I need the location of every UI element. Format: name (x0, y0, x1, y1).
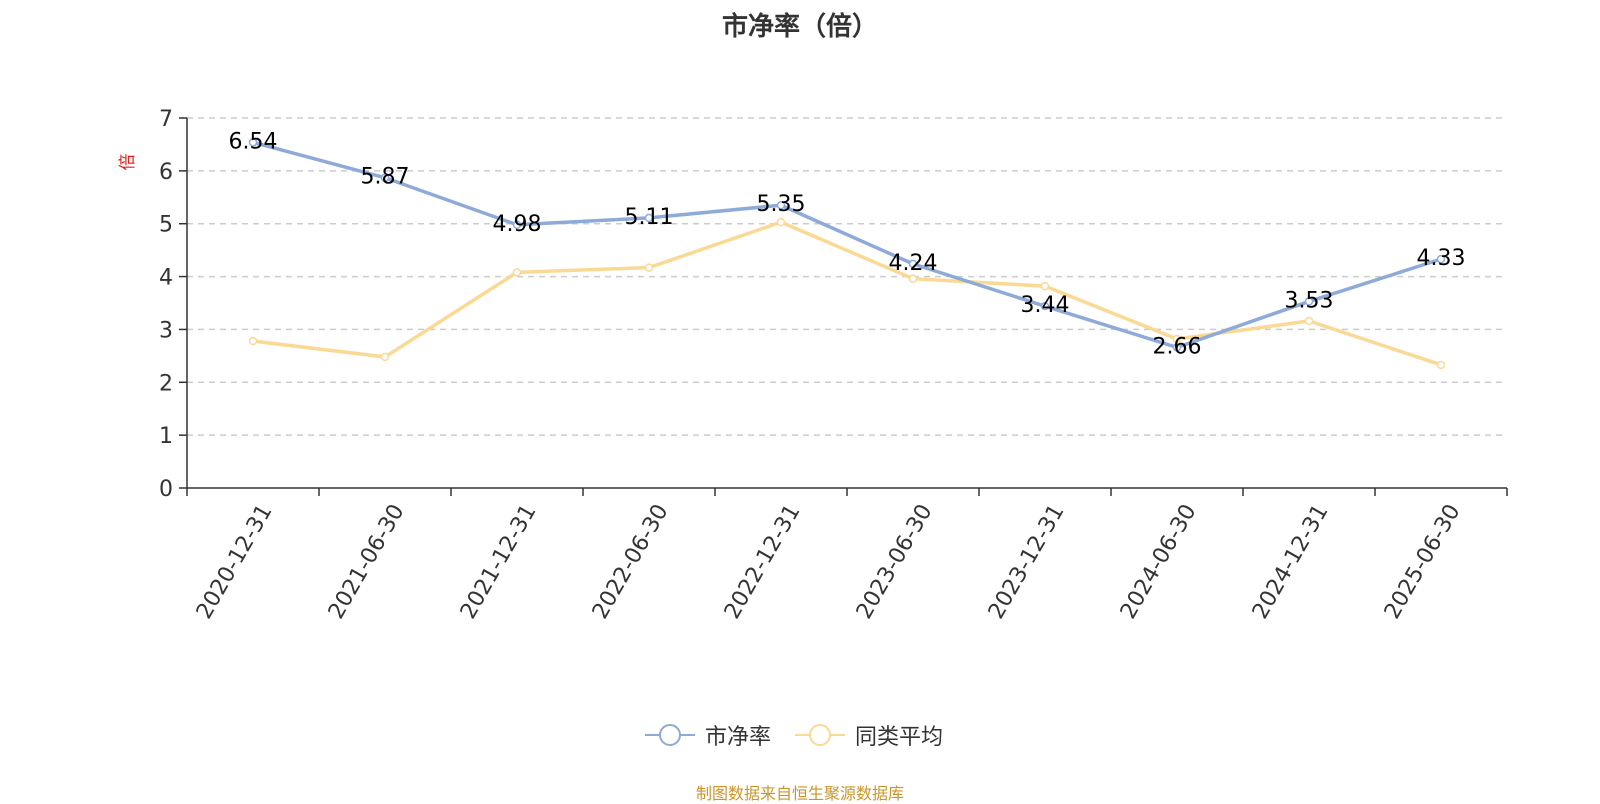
data-point-peer-average (1040, 281, 1050, 291)
data-point-pb-ratio (1304, 297, 1314, 306)
data-point-pb-ratio (1436, 254, 1446, 264)
legend-line-circle-icon (645, 724, 695, 746)
data-point-peer-average (644, 263, 654, 272)
data-label: 3.44 (1021, 293, 1070, 318)
series-lines (248, 138, 1446, 370)
x-tick-label: 2025-06-30 (1380, 500, 1466, 623)
y-tick-label: 1 (159, 424, 173, 449)
data-point-pb-ratio (908, 259, 918, 269)
legend-item-pb-ratio[interactable]: 市净率 (645, 720, 771, 750)
x-tick-label: 2023-06-30 (852, 500, 938, 623)
data-point-peer-average (1304, 316, 1314, 326)
source-note: 制图数据来自恒生聚源数据库 (695, 784, 904, 803)
data-point-pb-ratio (512, 220, 522, 230)
data-point-pb-ratio (644, 213, 654, 223)
legend: 市净率 同类平均 (0, 720, 1600, 760)
x-tick-label: 2022-12-31 (720, 500, 806, 623)
y-axis-unit-label: 倍 (118, 154, 138, 171)
x-tick-label: 2021-12-31 (456, 500, 542, 623)
y-tick-label: 6 (159, 160, 173, 185)
series-line-peer-average (252, 220, 1442, 367)
legend-label-peer-average: 同类平均 (855, 725, 944, 750)
data-point-peer-average (248, 336, 258, 346)
y-tick-label: 3 (159, 318, 173, 343)
data-label: 4.24 (889, 251, 938, 276)
data-point-peer-average (1436, 360, 1446, 370)
x-tick-label: 2020-12-31 (192, 500, 278, 623)
data-point-peer-average (776, 217, 786, 227)
data-label: 2.66 (1153, 334, 1202, 359)
data-label: 4.33 (1417, 246, 1466, 271)
data-point-pb-ratio (1040, 301, 1050, 311)
data-point-pb-ratio (248, 138, 258, 147)
data-label: 5.11 (625, 205, 674, 230)
data-point-peer-average (380, 352, 390, 362)
data-label: 6.54 (229, 129, 278, 154)
x-tick-label: 2024-12-31 (1248, 500, 1334, 623)
data-point-pb-ratio (1172, 343, 1182, 352)
y-tick-label: 4 (159, 266, 173, 291)
data-label: 5.87 (361, 165, 410, 190)
legend-item-peer-average[interactable]: 同类平均 (795, 720, 943, 750)
data-label: 4.98 (493, 212, 542, 237)
data-label: 5.35 (757, 192, 806, 217)
axes: 0 1 2 3 4 5 6 7 倍 2020-12-31 2021-06-30 2021-12-31 2… (118, 107, 1508, 623)
x-tick-label: 2022-06-30 (588, 500, 674, 623)
data-label: 3.53 (1285, 288, 1334, 313)
data-point-peer-average (908, 274, 918, 283)
data-point-peer-average (512, 268, 522, 277)
x-tick-label: 2023-12-31 (984, 500, 1070, 623)
y-tick-label: 7 (159, 107, 173, 132)
y-tick-label: 0 (159, 477, 173, 502)
x-tick-label: 2024-06-30 (1116, 500, 1202, 623)
x-tick-label: 2021-06-30 (324, 500, 410, 623)
grid-lines (187, 117, 1507, 436)
y-tick-label: 2 (159, 371, 173, 396)
legend-line-circle-icon (795, 724, 845, 746)
data-labels: 6.54 5.87 4.98 5.11 5.35 4.24 3.44 2.66 3.53 4.33 (229, 129, 1466, 359)
series-line-pb-ratio (252, 140, 1442, 350)
y-tick-label: 5 (159, 213, 173, 238)
data-point-pb-ratio (776, 200, 786, 210)
legend-label-pb-ratio: 市净率 (705, 725, 772, 750)
chart-title: 市净率（倍） (721, 12, 878, 42)
data-point-peer-average (1172, 334, 1182, 344)
data-point-pb-ratio (380, 173, 390, 182)
